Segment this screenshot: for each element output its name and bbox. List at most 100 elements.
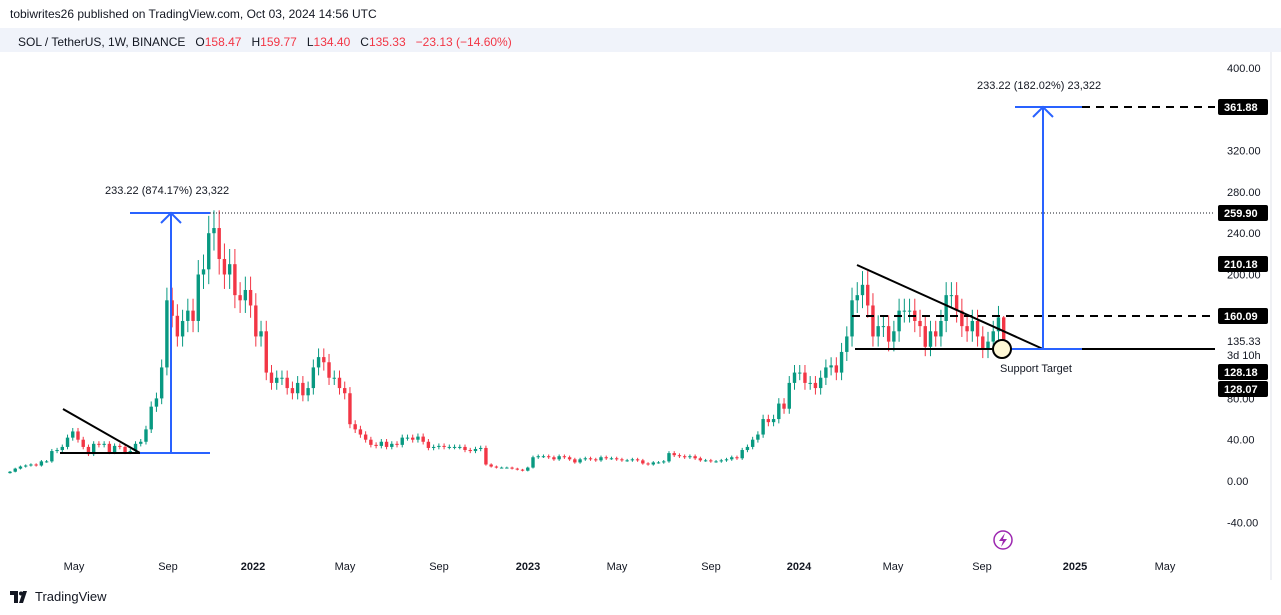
candle-body bbox=[845, 336, 849, 352]
candle bbox=[18, 465, 23, 470]
candle bbox=[269, 364, 274, 390]
price-axis[interactable]: 400.00320.00280.00240.00200.0080.0040.00… bbox=[1218, 63, 1268, 529]
candle bbox=[295, 376, 300, 400]
candle bbox=[149, 401, 153, 433]
candle-body bbox=[290, 388, 295, 394]
candle bbox=[928, 320, 933, 357]
svg-text:128.07: 128.07 bbox=[1224, 384, 1258, 396]
candle-body bbox=[583, 458, 587, 460]
candle-body bbox=[405, 437, 410, 439]
candle bbox=[536, 454, 540, 459]
candle bbox=[395, 441, 399, 448]
candle-body bbox=[798, 372, 802, 374]
candle bbox=[39, 460, 44, 467]
candle-body bbox=[400, 437, 404, 445]
open-label: O bbox=[195, 35, 205, 49]
candle bbox=[452, 444, 457, 450]
price-label: 210.18 bbox=[1218, 256, 1268, 272]
candle bbox=[13, 467, 17, 473]
candle-body bbox=[128, 451, 132, 453]
symbol-name[interactable]: SOL / TetherUS, 1W, BINANCE bbox=[18, 35, 186, 49]
candle bbox=[34, 463, 38, 467]
candle bbox=[196, 260, 200, 333]
candle-body bbox=[860, 284, 865, 296]
candle-body bbox=[850, 300, 854, 337]
candle-body bbox=[871, 305, 875, 337]
close-label: C bbox=[360, 35, 369, 49]
candle bbox=[609, 456, 614, 460]
candle-body bbox=[416, 436, 420, 440]
measure-left bbox=[130, 211, 210, 454]
candle-body bbox=[698, 458, 703, 461]
candle bbox=[667, 451, 671, 463]
measure-left-label: 233.22 (874.17%) 23,322 bbox=[105, 185, 229, 197]
alert-lightning-icon[interactable] bbox=[993, 530, 1013, 550]
x-tick-label: Sep bbox=[429, 561, 449, 573]
candle-body bbox=[327, 362, 331, 378]
x-tick-label: 2024 bbox=[787, 561, 812, 573]
candle bbox=[337, 370, 342, 395]
candle bbox=[557, 454, 561, 461]
tradingview-logo[interactable]: TradingView bbox=[10, 589, 107, 604]
candle-body bbox=[306, 388, 310, 396]
candle bbox=[322, 348, 326, 371]
candle-body bbox=[625, 460, 629, 462]
candle-body bbox=[892, 331, 896, 342]
candle-body bbox=[275, 377, 279, 383]
y-tick-label: 280.00 bbox=[1227, 187, 1261, 199]
candle bbox=[217, 210, 221, 275]
candle bbox=[745, 444, 750, 453]
low-label: L bbox=[306, 35, 314, 49]
candle bbox=[442, 443, 446, 450]
candle bbox=[860, 271, 865, 309]
x-tick-label: May bbox=[1155, 561, 1176, 573]
change-value: −23.13 (−14.60%) bbox=[415, 35, 512, 49]
candle bbox=[44, 460, 49, 463]
candle-body bbox=[123, 446, 127, 453]
candle-body bbox=[818, 377, 823, 389]
candle bbox=[426, 439, 431, 451]
candle-body bbox=[531, 457, 535, 468]
low-value: 134.40 bbox=[313, 35, 351, 49]
candle bbox=[353, 420, 357, 433]
x-tick-label: 2025 bbox=[1063, 561, 1087, 573]
y-tick-label: 240.00 bbox=[1227, 228, 1261, 240]
candle-body bbox=[907, 310, 912, 312]
y-tick-label: 400.00 bbox=[1227, 63, 1261, 75]
candle-body bbox=[97, 443, 101, 445]
candle-body bbox=[630, 459, 635, 461]
candle bbox=[1002, 316, 1006, 343]
candle-body bbox=[526, 467, 530, 471]
candle-body bbox=[191, 310, 195, 321]
candle-body bbox=[107, 443, 112, 453]
candle-body bbox=[599, 457, 603, 461]
candle-body bbox=[159, 367, 164, 399]
time-axis[interactable]: May Sep 2022 May Sep 2023 May Sep 2024 May Sep 2025… bbox=[64, 561, 1176, 573]
candle-body bbox=[934, 331, 938, 337]
candle bbox=[850, 287, 854, 347]
descending-trendline bbox=[856, 264, 1044, 350]
candle-body bbox=[986, 341, 990, 349]
candle-body bbox=[280, 377, 284, 379]
candle-body bbox=[756, 434, 760, 440]
candle-body bbox=[740, 450, 744, 459]
candle bbox=[672, 451, 676, 457]
candle bbox=[243, 276, 248, 313]
candle-body bbox=[65, 437, 70, 447]
candle-body bbox=[395, 443, 399, 445]
candle bbox=[447, 444, 452, 450]
candle bbox=[86, 444, 91, 457]
candle-body bbox=[834, 365, 839, 373]
candle-body bbox=[458, 446, 462, 448]
candle-body bbox=[196, 274, 200, 321]
candle bbox=[923, 315, 927, 357]
candle bbox=[175, 304, 180, 347]
candle bbox=[139, 439, 143, 447]
candle-body bbox=[86, 446, 91, 455]
candle-body bbox=[154, 398, 159, 407]
candle-body bbox=[703, 460, 708, 462]
candle bbox=[787, 376, 791, 414]
candle bbox=[803, 364, 807, 390]
candle-body bbox=[473, 448, 478, 452]
